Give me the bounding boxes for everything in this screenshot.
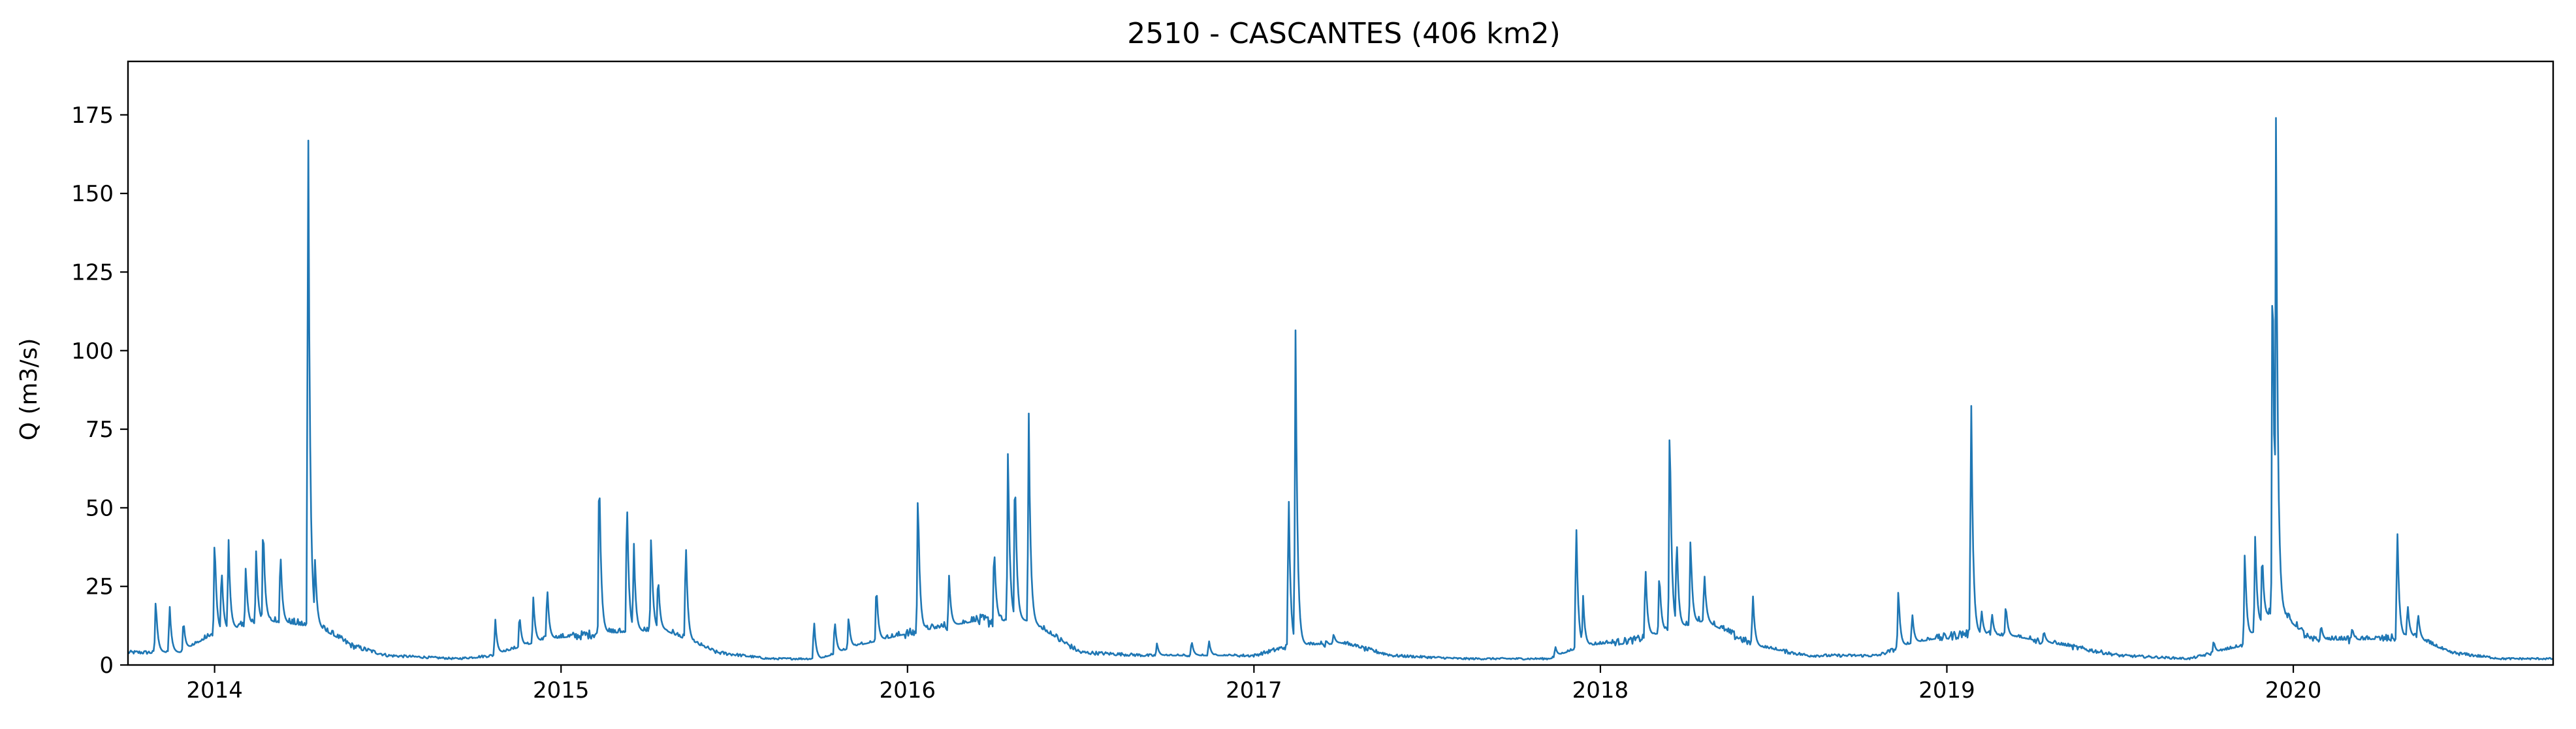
x-tick-label: 2016 [880,677,936,704]
x-tick-label: 2020 [2265,677,2322,704]
plot-frame [127,60,2554,666]
plot-area [128,117,2553,661]
x-tick-label: 2017 [1226,677,1282,704]
x-tick-label: 2018 [1572,677,1629,704]
y-tick-label: 175 [71,103,114,129]
chart-title: 2510 - CASCANTES (406 km2) [1127,17,1561,50]
y-axis-label: Q (m3/s) [16,338,42,441]
x-tick-label: 2015 [533,677,590,704]
y-tick-label: 75 [86,417,114,443]
x-tick-label: 2014 [186,677,243,704]
y-tick-label: 25 [86,574,114,600]
y-tick-label: 100 [71,338,114,364]
y-tick-label: 125 [71,259,114,285]
y-tick-label: 0 [99,653,114,679]
y-tick-label: 50 [86,495,114,521]
y-tick-label: 150 [71,181,114,207]
axes: 0 25 50 75 100 125 150 175 2014 2015 2016 2017 2018 2… [71,60,2554,704]
discharge-series-line [128,117,2553,661]
x-tick-label: 2019 [1918,677,1975,704]
